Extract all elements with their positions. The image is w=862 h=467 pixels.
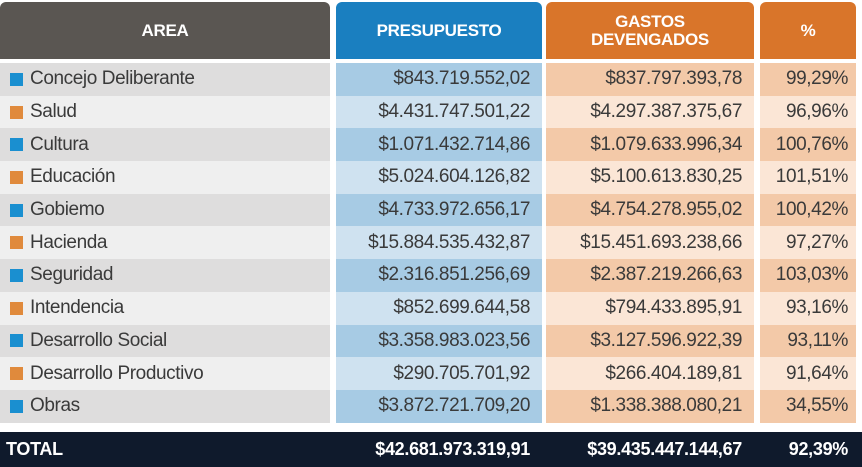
area-label: Hacienda [30, 231, 108, 253]
percent-cell: 100,42% [760, 193, 856, 227]
area-marker-square-icon [10, 105, 23, 119]
area-marker-square-icon [10, 236, 23, 250]
table-row: Gobiemo $4.733.972.656,17 $4.754.278.955,0… [0, 193, 862, 227]
total-gastos: $39.435.447.144,67 [587, 439, 742, 459]
presupuesto-cell: $2.316.851.256,69 [336, 259, 542, 292]
area-marker-square-icon [10, 399, 23, 413]
area-label: Concejo Deliberante [30, 68, 195, 90]
area-label: Cultura [30, 133, 89, 155]
header-percent-label: % [800, 20, 816, 40]
presupuesto-cell: $5.024.604.126,82 [336, 161, 542, 194]
percent-cell: 97,27% [760, 226, 856, 260]
table-body: Concejo Deliberante $843.719.552,02 $837.7… [0, 63, 862, 423]
presupuesto-cell: $852.699.644,58 [336, 291, 542, 325]
table-row: Obras $3.872.721.709,20 $1.338.388.080,21 3… [0, 389, 862, 423]
area-marker-square-icon [10, 170, 23, 184]
table-row: Intendencia $852.699.644,58 $794.433.895,9… [0, 291, 862, 325]
percent-cell: 91,64% [760, 357, 856, 390]
header-gastos-line1: GASTOS [615, 11, 685, 31]
table-row: Concejo Deliberante $843.719.552,02 $837.7… [0, 63, 862, 96]
presupuesto-cell: $4.733.972.656,17 [336, 193, 542, 227]
gastos-cell: $1.338.388.080,21 [546, 389, 754, 423]
area-cell: Hacienda [0, 226, 330, 260]
area-cell: Concejo Deliberante [0, 63, 330, 96]
area-label: Obras [30, 395, 80, 417]
presupuesto-cell: $1.071.432.714,86 [336, 128, 542, 162]
gastos-cell: $5.100.613.830,25 [546, 161, 754, 194]
percent-cell: 93,16% [760, 291, 856, 325]
area-marker-square-icon [10, 138, 23, 152]
table-row: Desarrollo Productivo $290.705.701,92 $266… [0, 357, 862, 390]
gastos-cell: $4.754.278.955,02 [546, 193, 754, 227]
header-gastos-devengados: GASTOS DEVENGADOS [546, 2, 754, 59]
percent-cell: 101,51% [760, 161, 856, 194]
area-marker-square-icon [10, 203, 23, 217]
area-marker-square-icon [10, 367, 23, 381]
header-gastos-line2: DEVENGADOS [591, 29, 709, 49]
area-marker-square-icon [10, 72, 23, 86]
area-marker-square-icon [10, 268, 23, 282]
area-cell: Gobiemo [0, 193, 330, 227]
percent-cell: 99,29% [760, 63, 856, 96]
table-row: Desarrollo Social $3.358.983.023,56 $3.127… [0, 324, 862, 358]
presupuesto-cell: $15.884.535.432,87 [336, 226, 542, 260]
total-label: TOTAL [6, 439, 63, 459]
area-label: Seguridad [30, 264, 114, 286]
gastos-cell: $266.404.189,81 [546, 357, 754, 390]
presupuesto-cell: $3.872.721.709,20 [336, 389, 542, 423]
gastos-cell: $2.387.219.266,63 [546, 259, 754, 292]
area-label: Desarrollo Social [30, 329, 167, 351]
total-presupuesto: $42.681.973.319,91 [375, 439, 530, 459]
gastos-cell: $4.297.387.375,67 [546, 95, 754, 129]
total-percent: 92,39% [788, 439, 849, 459]
gastos-cell: $3.127.596.922,39 [546, 324, 754, 358]
gastos-cell: $1.079.633.996,34 [546, 128, 754, 162]
header-area: AREA [0, 2, 330, 59]
area-cell: Desarrollo Social [0, 324, 330, 358]
presupuesto-cell: $3.358.983.023,56 [336, 324, 542, 358]
table-row: Salud $4.431.747.501,22 $4.297.387.375,67 9… [0, 95, 862, 129]
area-cell: Intendencia [0, 291, 330, 325]
gastos-cell: $15.451.693.238,66 [546, 226, 754, 260]
header-area-label: AREA [141, 20, 189, 40]
presupuesto-cell: $4.431.747.501,22 [336, 95, 542, 129]
header-percent: % [760, 2, 856, 59]
area-label: Salud [30, 101, 77, 123]
percent-cell: 100,76% [760, 128, 856, 162]
area-cell: Educación [0, 161, 330, 194]
area-marker-square-icon [10, 334, 23, 348]
area-marker-square-icon [10, 301, 23, 315]
table-row: Educación $5.024.604.126,82 $5.100.613.830… [0, 161, 862, 194]
percent-cell: 34,55% [760, 389, 856, 423]
table-row: Cultura $1.071.432.714,86 $1.079.633.996,3… [0, 128, 862, 162]
header-presupuesto-label: PRESUPUESTO [376, 20, 502, 40]
area-cell: Obras [0, 389, 330, 423]
area-label: Educación [30, 166, 116, 188]
gastos-cell: $794.433.895,91 [546, 291, 754, 325]
presupuesto-cell: $843.719.552,02 [336, 63, 542, 96]
table-row: Seguridad $2.316.851.256,69 $2.387.219.266… [0, 259, 862, 292]
gastos-cell: $837.797.393,78 [546, 63, 754, 96]
area-cell: Desarrollo Productivo [0, 357, 330, 390]
area-label: Intendencia [30, 297, 124, 319]
area-label: Gobiemo [30, 199, 105, 221]
area-label: Desarrollo Productivo [30, 362, 204, 384]
presupuesto-cell: $290.705.701,92 [336, 357, 542, 390]
percent-cell: 96,96% [760, 95, 856, 129]
total-row: TOTAL $42.681.973.319,91 $39.435.447.144… [0, 432, 862, 467]
percent-cell: 93,11% [760, 324, 856, 358]
table-row: Hacienda $15.884.535.432,87 $15.451.693.23… [0, 226, 862, 260]
area-cell: Salud [0, 95, 330, 129]
area-cell: Seguridad [0, 259, 330, 292]
header-presupuesto: PRESUPUESTO [336, 2, 542, 59]
percent-cell: 103,03% [760, 259, 856, 292]
area-cell: Cultura [0, 128, 330, 162]
